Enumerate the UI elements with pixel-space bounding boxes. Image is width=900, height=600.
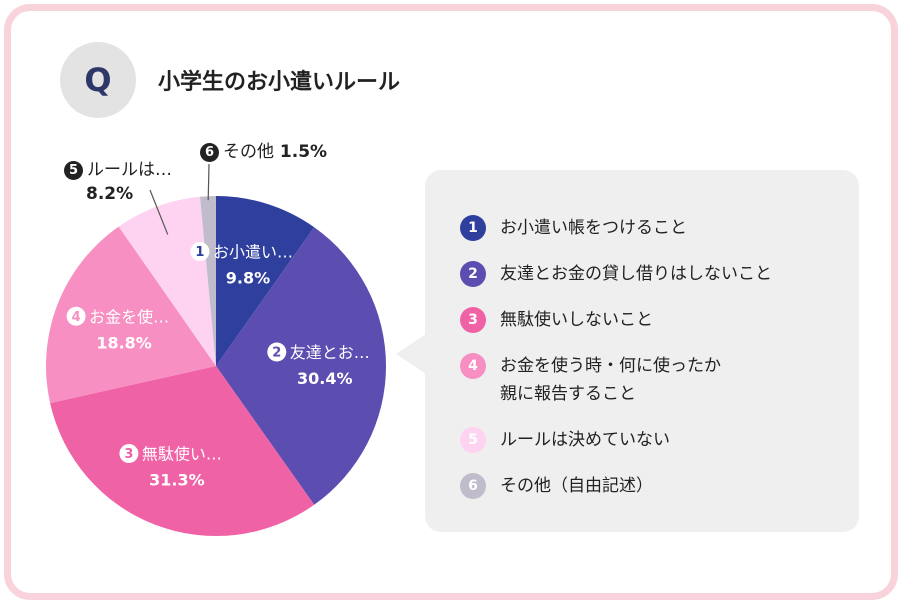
legend-text-2: 友達とお金の貸し借りはしないこと [500, 264, 772, 284]
num-badge-2 [267, 342, 287, 362]
legend-text-5: ルールは決めていない [500, 430, 670, 450]
slice-label-6: その他 [223, 142, 274, 162]
num-badge-1 [190, 242, 210, 262]
slice-value-3: 31.3% [149, 471, 205, 490]
question-badge: Q [60, 42, 136, 118]
pie-slice-2 [216, 227, 386, 505]
pie-slice-5 [118, 196, 216, 366]
num-badge-5: 5 [64, 161, 83, 180]
num-badge-4 [66, 306, 86, 326]
slice-value-4: 18.8% [96, 333, 152, 352]
legend-text-1: お小遣い帳をつけること [500, 218, 687, 238]
legend-item-1: 1 お小遣い帳をつけること [460, 214, 850, 242]
legend-num-4: 4 [460, 353, 486, 379]
legend-text-3: 無駄使いしないこと [500, 310, 653, 330]
pie-slice-4 [45, 226, 216, 404]
pie-slice-6 [200, 196, 216, 366]
num-badge-6: 6 [200, 143, 219, 162]
pie-slice-1 [216, 196, 315, 366]
num-badge-text-1: 1 [195, 245, 204, 260]
question-letter: Q [84, 61, 112, 99]
legend-num-3: 3 [460, 307, 486, 333]
slice-label-3: 無駄使い… [142, 445, 222, 464]
slice-value-1: 9.8% [226, 269, 270, 288]
leader-line-5 [149, 189, 169, 235]
slice-label-4: お金を使… [89, 307, 169, 326]
legend-num-2: 2 [460, 261, 486, 287]
num-badge-text-2: 2 [272, 346, 281, 361]
num-badge-text-4: 4 [72, 310, 81, 325]
legend-item-4: 4 お金を使う時・何に使ったか 親に報告すること [460, 352, 850, 408]
pie-slice-3 [50, 366, 315, 536]
inner-label-2: 2 友達とお… 30.4% [267, 342, 370, 388]
num-badge-text-3: 3 [124, 447, 133, 462]
num-badge-3 [119, 444, 139, 464]
legend-num-5: 5 [460, 427, 486, 453]
inner-label-3: 3 無駄使い… 31.3% [119, 444, 222, 490]
slice-value-6: 1.5% [279, 142, 328, 162]
chart-title: 小学生のお小遣いルール [158, 70, 401, 95]
legend-item-2: 2 友達とお金の貸し借りはしないこと [460, 260, 850, 288]
slice-label-5: ルールは… [87, 160, 172, 180]
legend: 1 お小遣い帳をつけること 2 友達とお金の貸し借りはしないこと 3 無駄使いしないこと 4… [460, 214, 850, 518]
inner-label-4: 4 お金を使… 18.8% [66, 306, 169, 352]
outer-label-rule-none: 5 ルールは… 8.2% [64, 158, 172, 206]
slice-value-5: 8.2% [86, 184, 134, 204]
slice-label-1: お小遣い… [213, 243, 293, 262]
legend-item-5: 5 ルールは決めていない [460, 426, 850, 454]
legend-text-6: その他（自由記述） [500, 476, 653, 496]
slice-value-2: 30.4% [297, 369, 353, 388]
outer-label-other: 6 その他 1.5% [200, 140, 327, 164]
legend-num-6: 6 [460, 473, 486, 499]
slice-label-2: 友達とお… [290, 343, 370, 362]
legend-item-3: 3 無駄使いしないこと [460, 306, 850, 334]
legend-bubble [425, 170, 859, 532]
bubble-pointer [396, 334, 426, 374]
leader-line-6 [207, 163, 210, 201]
legend-num-1: 1 [460, 215, 486, 241]
inner-label-1: 1 お小遣い… 9.8% [190, 242, 293, 288]
legend-item-6: 6 その他（自由記述） [460, 472, 850, 500]
legend-text-4: お金を使う時・何に使ったか 親に報告すること [500, 356, 721, 404]
